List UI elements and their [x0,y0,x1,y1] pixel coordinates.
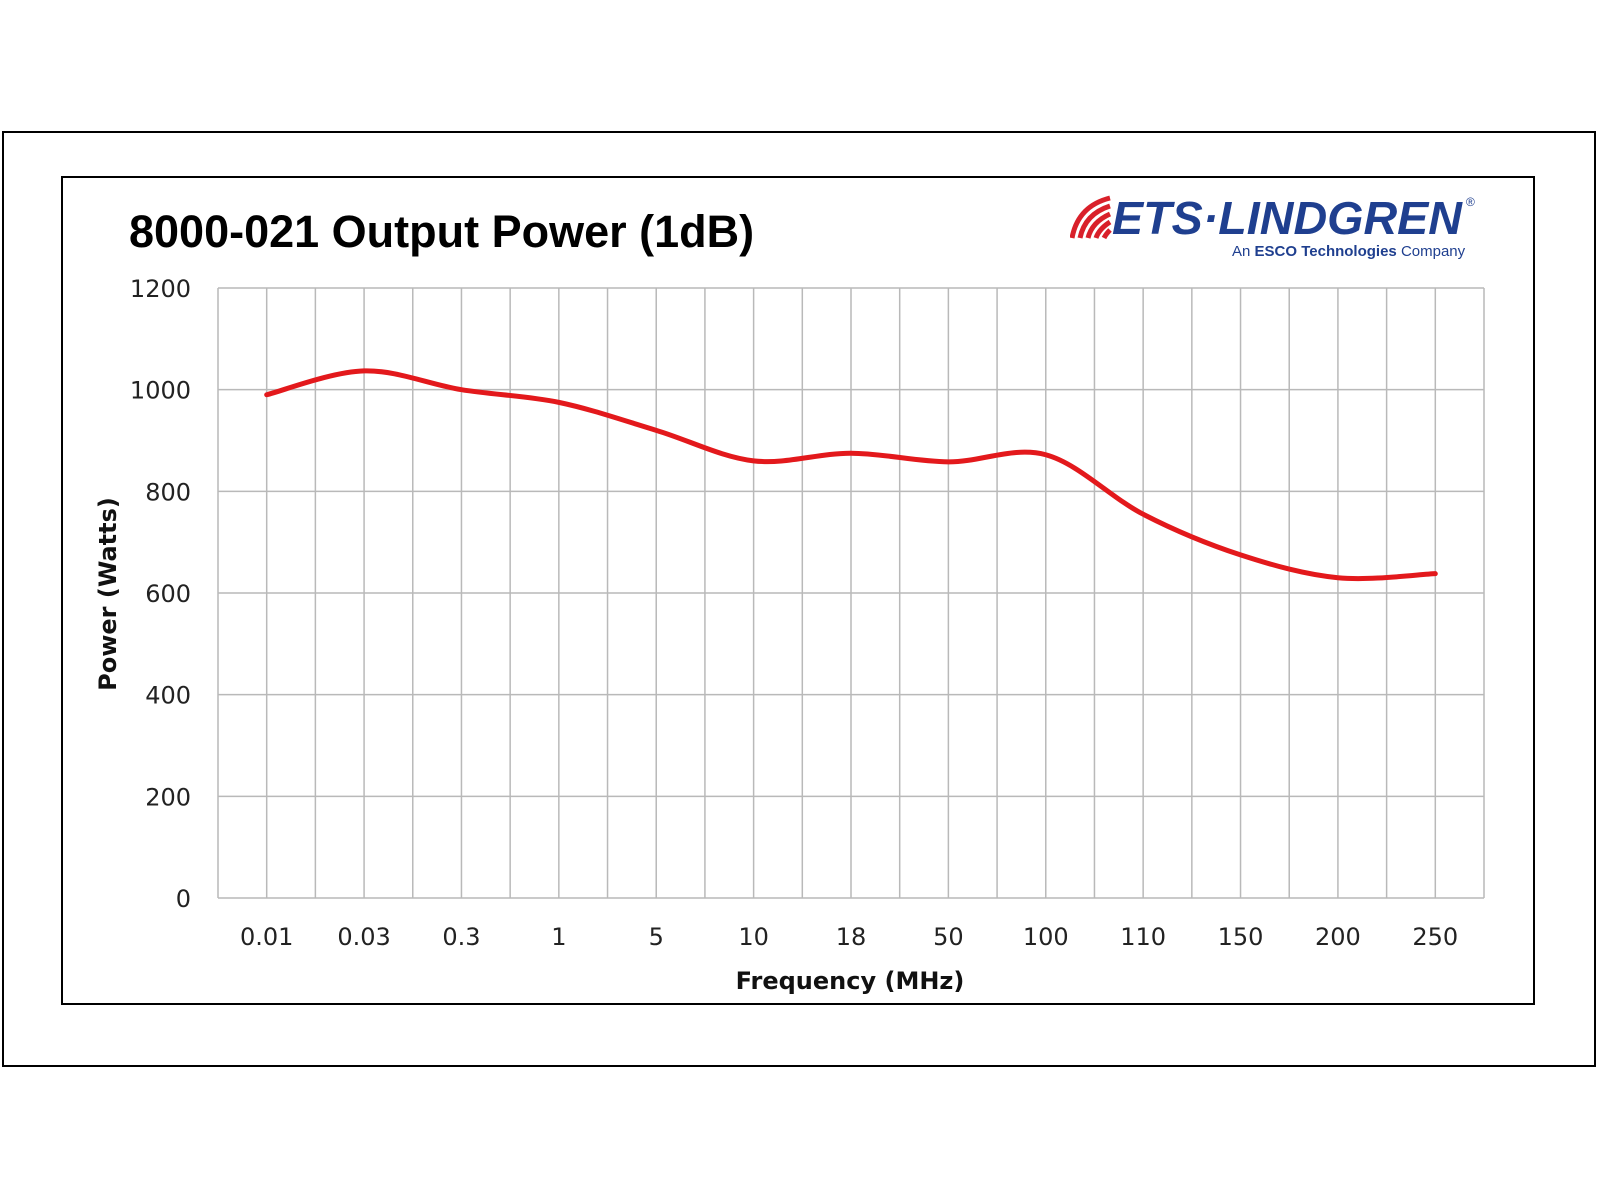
y-tick-label: 0 [176,885,191,913]
logo-tagline-suffix: Company [1401,243,1466,260]
logo-registered-mark: ® [1466,195,1475,209]
y-tick-label: 200 [145,783,191,811]
series [264,368,1438,582]
logo-tagline-company: ESCO Technologies [1255,243,1397,260]
logo-tagline-prefix: An [1232,243,1250,260]
x-tick-label: 0.01 [240,923,293,951]
x-tick-label: 150 [1218,923,1264,951]
outer-frame [2,131,1596,1067]
x-tick-label: 1 [551,923,566,951]
x-tick-label: 0.03 [337,923,390,951]
y-axis-label: Power (Watts) [94,497,122,691]
y-tick-label: 800 [145,478,191,506]
x-tick-label: 50 [933,923,964,951]
logo-tagline: An ESCO Technologies Company [1232,243,1466,260]
y-tick-label: 1200 [130,275,191,303]
y-tick-labels: 0 200 400 600 800 1000 1200 [130,275,191,913]
signal-waves-icon [1070,195,1112,240]
x-tick-label: 100 [1023,923,1069,951]
ets-lindgren-logo: ETS·LINDGREN ® An ESCO Technologies Comp… [1070,192,1475,260]
series-line-0 [264,368,1438,582]
chart-title: 8000-021 Output Power (1dB) [129,206,755,257]
y-tick-label: 400 [145,682,191,710]
y-tick-label: 1000 [130,377,191,405]
logo-brand-text: ETS·LINDGREN [1112,192,1463,244]
x-tick-label: 10 [738,923,769,951]
x-tick-label: 250 [1412,923,1458,951]
x-tick-label: 110 [1120,923,1166,951]
x-tick-label: 18 [836,923,867,951]
x-tick-label: 0.3 [442,923,480,951]
x-tick-label: 200 [1315,923,1361,951]
y-tick-label: 600 [145,580,191,608]
x-axis-label: Frequency (MHz) [736,967,965,995]
x-tick-labels: 0.01 0.03 0.3 1 5 10 18 50 100 110 150 200 250 [240,923,1458,951]
chart-frame [61,176,1535,1005]
grid [217,287,1485,899]
x-tick-label: 5 [649,923,664,951]
